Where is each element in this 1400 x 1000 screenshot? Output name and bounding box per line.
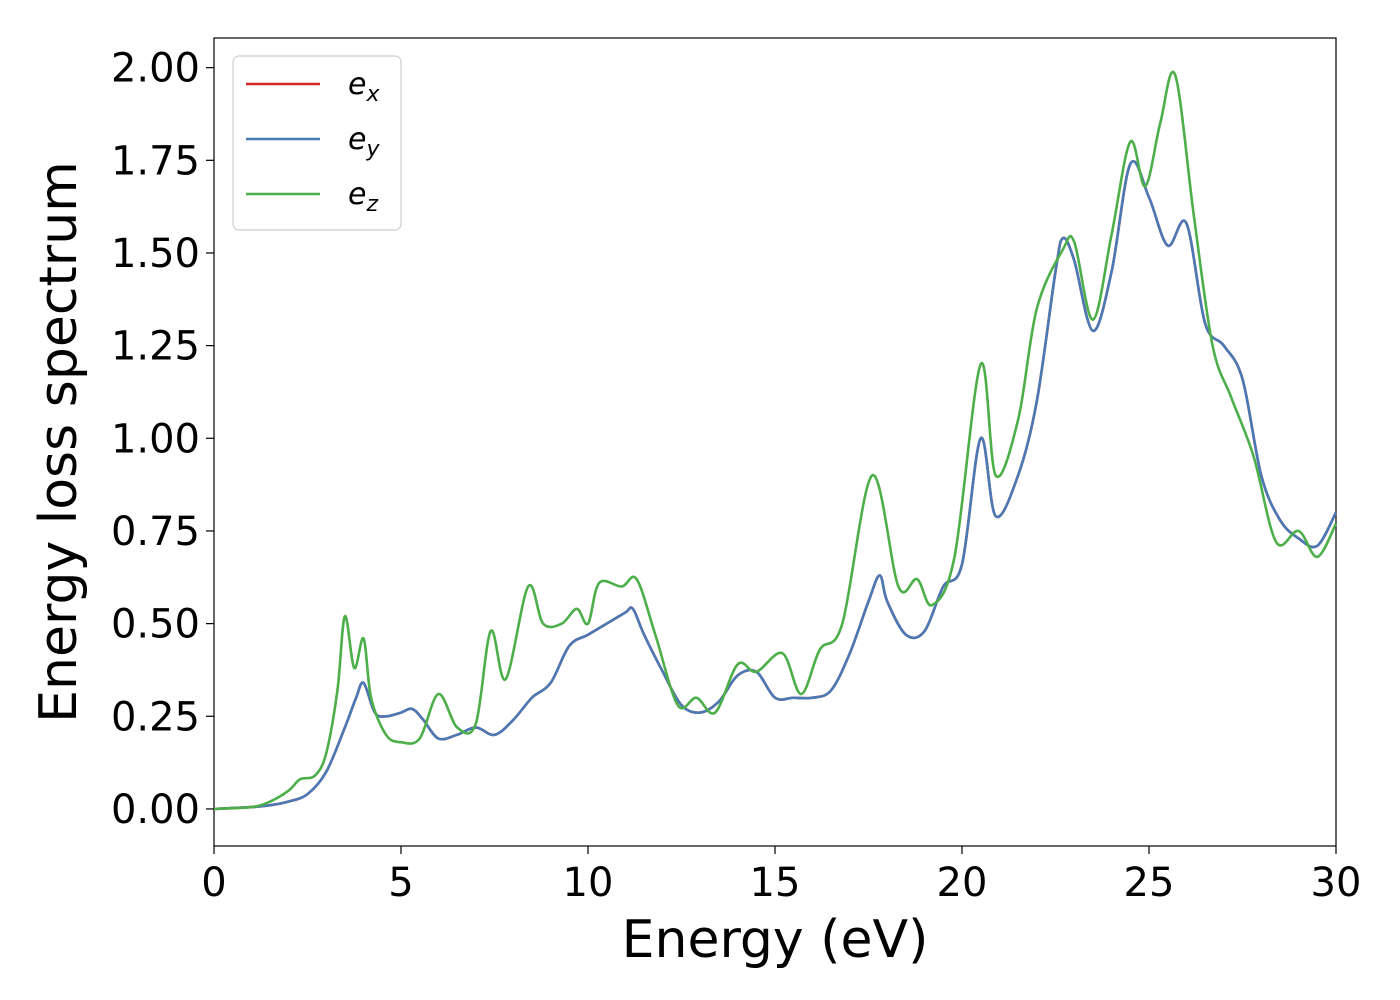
y-tick-label: 1.25 — [111, 324, 200, 370]
x-tick-label: 5 — [388, 860, 413, 906]
x-tick-label: 15 — [750, 860, 801, 906]
y-axis: 0.00 0.25 0.50 0.75 1.00 1.25 1.50 1.75 2.00 — [111, 46, 214, 833]
x-tick-label: 20 — [937, 860, 988, 906]
series-line-ez — [213, 70, 1338, 811]
y-tick-label: 1.00 — [111, 416, 200, 462]
x-axis-title: Energy (eV) — [622, 910, 929, 970]
y-tick-label: 2.00 — [111, 46, 200, 92]
y-tick-label: 0.75 — [111, 509, 200, 555]
y-tick-label: 0.00 — [111, 787, 200, 833]
x-tick-label: 30 — [1311, 860, 1362, 906]
y-tick-label: 1.50 — [111, 231, 200, 277]
legend-label-ey: ey — [348, 122, 380, 162]
y-tick-label: 0.25 — [111, 694, 200, 740]
x-tick-label: 0 — [201, 860, 226, 906]
y-tick-label: 1.75 — [111, 138, 200, 184]
y-tick-label: 0.50 — [111, 602, 200, 648]
series-layer — [213, 70, 1338, 811]
series-line-ey — [213, 160, 1338, 811]
x-tick-label: 25 — [1124, 860, 1175, 906]
y-axis-title: Energy loss spectrum — [29, 161, 89, 723]
x-axis: 0 5 10 15 20 25 30 — [201, 846, 1361, 906]
x-tick-label: 10 — [563, 860, 614, 906]
legend-frame — [232, 55, 402, 231]
